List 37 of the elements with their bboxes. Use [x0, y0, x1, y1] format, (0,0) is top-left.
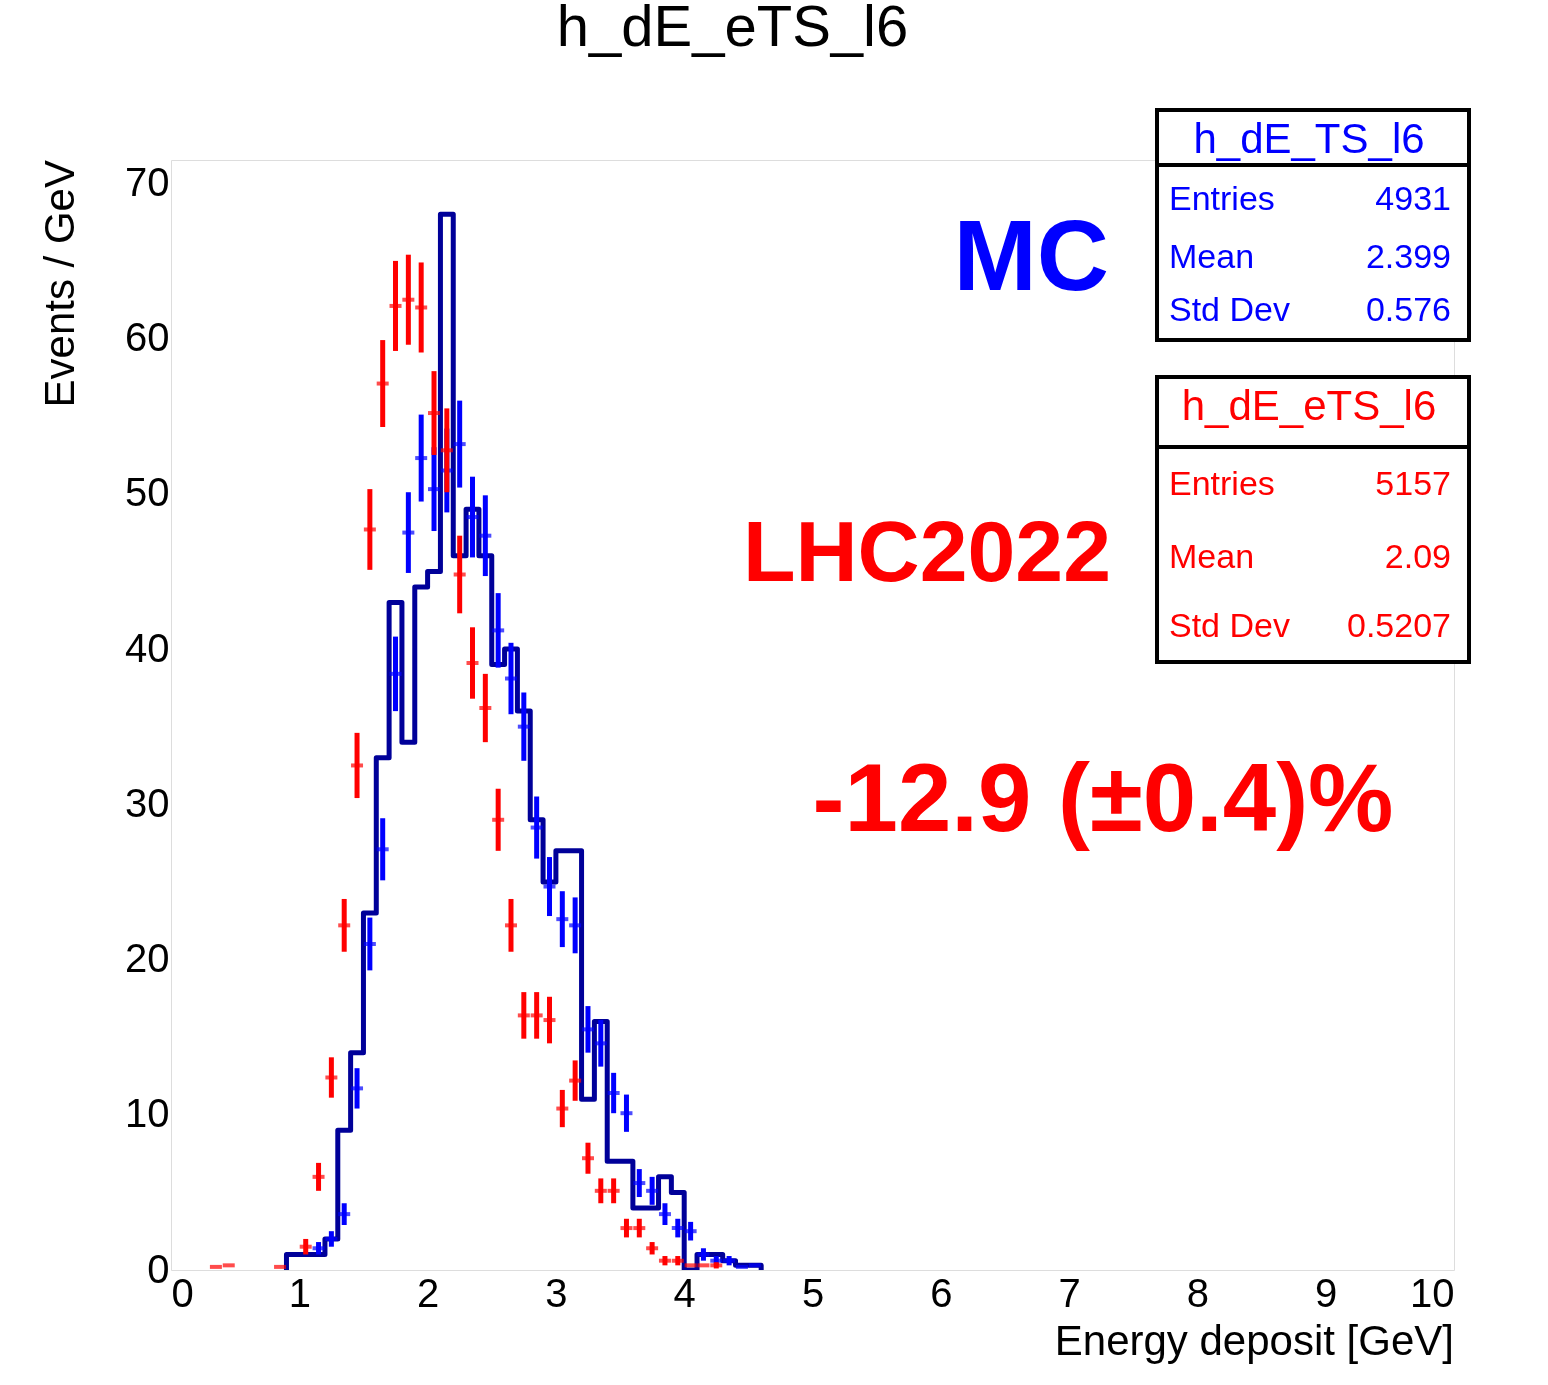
annotation: Mean — [1169, 537, 1255, 575]
x-tick-label: 6 — [930, 1270, 953, 1315]
annotation: LHC2022 — [742, 503, 1111, 599]
y-tick-label: 20 — [125, 936, 170, 981]
x-tick-label: 10 — [1410, 1270, 1455, 1315]
annotation: 0.576 — [1365, 290, 1451, 328]
y-tick-label: 60 — [125, 315, 170, 360]
x-tick-label: 9 — [1315, 1270, 1338, 1315]
x-axis-title: Energy deposit [GeV] — [1054, 1317, 1454, 1364]
x-tick-label: 1 — [288, 1270, 311, 1315]
x-tick-label: 3 — [545, 1270, 568, 1315]
annotation: 2.09 — [1384, 537, 1451, 575]
annotation: 2.399 — [1365, 237, 1451, 275]
y-axis-title: Events / GeV — [36, 160, 83, 408]
x-tick-label: 8 — [1186, 1270, 1210, 1315]
chart-title: h_dE_eTS_l6 — [556, 0, 909, 58]
annotation: Std Dev — [1169, 290, 1290, 328]
annotation: Entries — [1169, 179, 1275, 217]
annotation: Std Dev — [1169, 606, 1290, 644]
y-tick-label: 30 — [125, 780, 170, 825]
annotation: 5157 — [1375, 464, 1451, 502]
y-tick-label: 10 — [125, 1091, 170, 1136]
x-tick-label: 7 — [1058, 1270, 1081, 1315]
y-tick-label: 50 — [125, 470, 170, 515]
y-tick-label: 40 — [125, 625, 170, 670]
annotation: MC — [953, 199, 1109, 311]
x-tick-label: 2 — [416, 1270, 440, 1315]
annotation: 0.5207 — [1347, 606, 1451, 644]
x-tick-label: 5 — [801, 1270, 825, 1315]
annotation: h_dE_eTS_l6 — [1181, 382, 1437, 429]
y-tick-label: 70 — [125, 159, 170, 204]
annotation: -12.9 (±0.4)% — [812, 744, 1394, 851]
x-tick-label: 4 — [673, 1270, 696, 1315]
annotation: 4931 — [1375, 179, 1451, 217]
annotation: Entries — [1169, 464, 1275, 502]
annotation: h_dE_TS_l6 — [1193, 115, 1425, 162]
annotation: Mean — [1169, 237, 1255, 275]
